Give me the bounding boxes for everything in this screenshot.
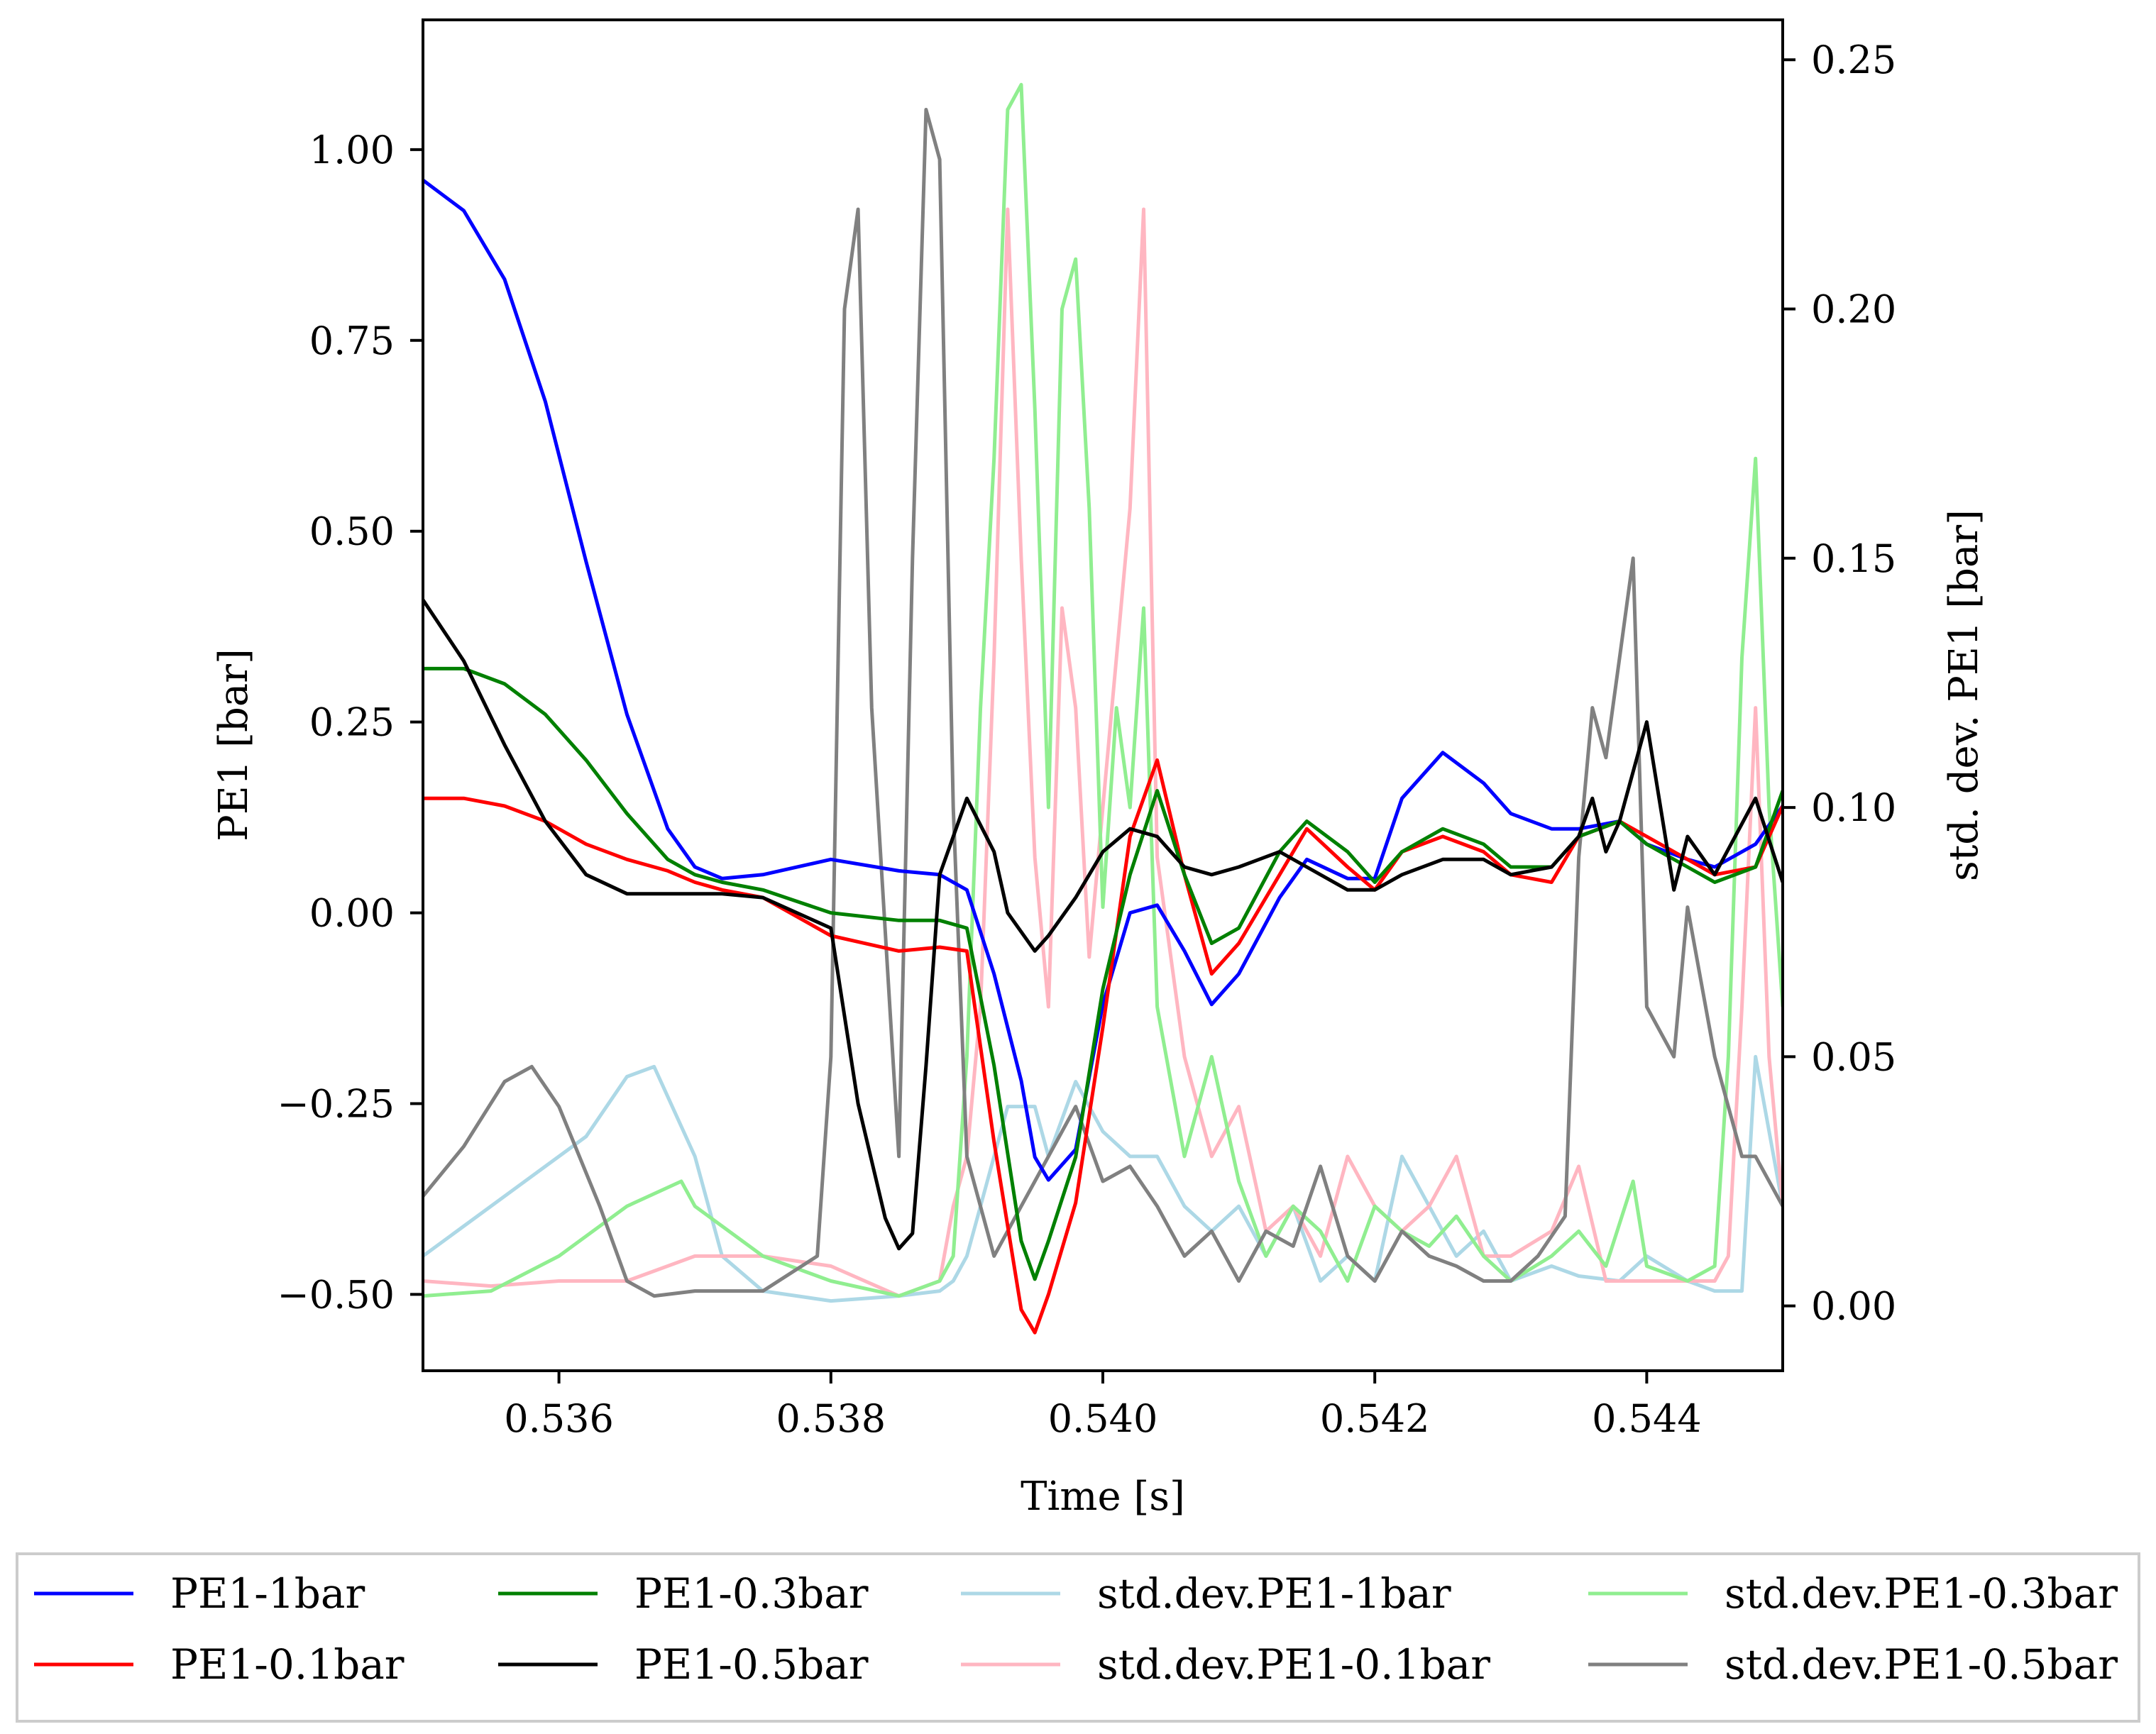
y-right-tick-label: 0.10 xyxy=(1811,785,1896,830)
y-right-tick-label: 0.20 xyxy=(1811,287,1896,331)
legend-label: PE1-1bar xyxy=(170,1569,365,1618)
y-right-axis-title: std. dev. PE1 [bar] xyxy=(1941,509,1987,881)
tick-layer: 0.536 0.538 0.540 0.542 0.544 1.00 0.75 0.50 0.2… xyxy=(277,38,1897,1441)
legend-box xyxy=(16,1552,2140,1723)
y-tick-label: 1.00 xyxy=(309,128,395,172)
series-line-pe1-0-5bar xyxy=(423,599,1783,1251)
y-axis-title: PE1 [bar] xyxy=(211,648,257,841)
legend-item-pe1-0-1bar: PE1-0.1bar xyxy=(34,1640,405,1689)
y-tick-label: 0.00 xyxy=(309,891,395,936)
x-tick-label: 0.544 xyxy=(1592,1396,1702,1441)
x-tick-label: 0.540 xyxy=(1048,1396,1158,1441)
y-tick-label: −0.50 xyxy=(277,1272,395,1317)
series-line-pe1-0-3bar xyxy=(423,666,1783,1281)
legend-item-std-dev-pe1-0-1bar: std.dev.PE1-0.1bar xyxy=(961,1640,1490,1689)
legend-label: PE1-0.1bar xyxy=(170,1640,405,1689)
y-tick-label: 0.75 xyxy=(309,319,395,363)
y-tick-label: −0.25 xyxy=(277,1082,395,1127)
legend-item-pe1-0-3bar: PE1-0.3bar xyxy=(498,1569,869,1618)
y-right-tick-label: 0.00 xyxy=(1811,1284,1896,1329)
legend-label: std.dev.PE1-1bar xyxy=(1097,1569,1451,1618)
legend-item-std-dev-pe1-0-5bar: std.dev.PE1-0.5bar xyxy=(1588,1640,2118,1689)
legend-label: PE1-0.3bar xyxy=(634,1569,869,1618)
legend-label: std.dev.PE1-0.5bar xyxy=(1725,1640,2118,1689)
series-line-std-dev-pe1-0-3bar xyxy=(423,82,1783,1298)
y-right-tick-label: 0.25 xyxy=(1811,38,1896,82)
series-line-std-dev-pe1-1bar xyxy=(423,1054,1783,1303)
series-line-std-dev-pe1-0-5bar xyxy=(423,108,1783,1298)
series-layer xyxy=(423,82,1783,1335)
y-right-tick-label: 0.15 xyxy=(1811,536,1896,581)
series-line-pe1-1bar xyxy=(423,178,1783,1182)
legend-item-pe1-1bar: PE1-1bar xyxy=(34,1569,365,1618)
y-tick-label: 0.25 xyxy=(309,700,395,745)
y-tick-label: 0.50 xyxy=(309,509,395,554)
y-right-tick-label: 0.05 xyxy=(1811,1034,1896,1079)
x-tick-label: 0.536 xyxy=(504,1396,614,1441)
legend-label: PE1-0.5bar xyxy=(634,1640,869,1689)
x-tick-label: 0.542 xyxy=(1320,1396,1430,1441)
x-tick-label: 0.538 xyxy=(776,1396,886,1441)
legend-label: std.dev.PE1-0.3bar xyxy=(1725,1569,2118,1618)
legend-item-pe1-0-5bar: PE1-0.5bar xyxy=(498,1640,869,1689)
legend: PE1-1bar PE1-0.3bar std.dev.PE1-1bar std.de… xyxy=(34,1569,2118,1689)
x-axis-title: Time [s] xyxy=(1021,1474,1185,1520)
legend-item-std-dev-pe1-1bar: std.dev.PE1-1bar xyxy=(961,1569,1451,1618)
legend-item-std-dev-pe1-0-3bar: std.dev.PE1-0.3bar xyxy=(1588,1569,2118,1618)
series-line-pe1-0-1bar xyxy=(423,758,1783,1335)
legend-label: std.dev.PE1-0.1bar xyxy=(1097,1640,1490,1689)
